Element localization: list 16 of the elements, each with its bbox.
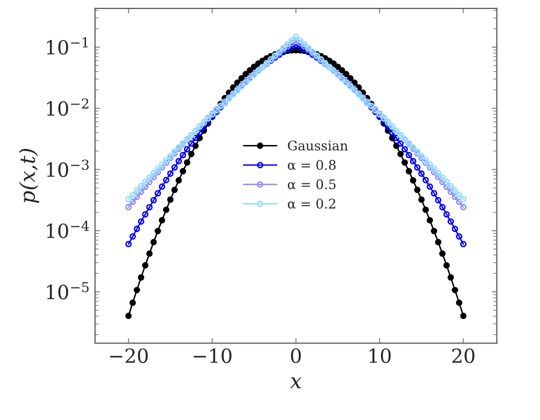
y-tick-label: 10$^{−2}$ (47, 98, 88, 116)
y-tick-label: 10$^{−5}$ (47, 282, 89, 300)
y-tick-label: 10$^{−3}$ (47, 160, 89, 178)
x-tick-label: 20 (452, 348, 474, 364)
x-tick-label: −20 (110, 348, 148, 364)
y-tick-label: 10$^{−1}$ (47, 37, 88, 55)
y-axis-title: p(x,t) (18, 148, 40, 204)
y-tick-label: 10$^{−4}$ (47, 220, 89, 238)
legend-label: α = 0.2 (288, 198, 336, 209)
x-axis-title: x (290, 377, 302, 388)
legend-label: α = 0.8 (288, 160, 336, 170)
x-tick-label: −10 (194, 348, 232, 364)
x-tick-label: 10 (370, 348, 391, 364)
legend-label: α = 0.5 (288, 179, 336, 190)
x-tick-label: 0 (291, 348, 301, 364)
legend-label: Gaussian (288, 140, 348, 151)
